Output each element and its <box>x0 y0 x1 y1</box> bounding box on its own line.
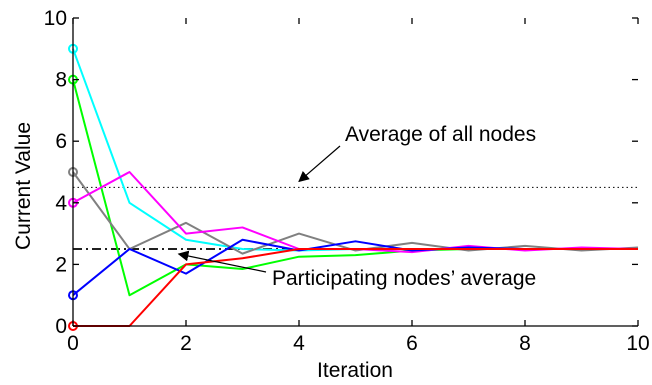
x-axis-label: Iteration <box>317 359 393 382</box>
y-tick-label: 0 <box>55 315 67 338</box>
annotation-average-all-nodes: Average of all nodes <box>345 123 536 146</box>
y-tick-label: 4 <box>55 192 67 215</box>
series-line-1 <box>72 79 638 297</box>
series-line-5 <box>73 248 638 327</box>
y-tick-label: 10 <box>44 7 67 30</box>
y-tick-label: 2 <box>55 253 67 276</box>
reference-lines <box>73 186 638 250</box>
x-tick-label: 10 <box>626 332 649 355</box>
y-tick-label: 6 <box>55 130 67 153</box>
y-axis-label: Current Value <box>12 122 35 250</box>
x-tick-label: 4 <box>293 332 305 355</box>
series-lines <box>68 43 639 331</box>
annotation-arrow-average-all-nodes <box>298 145 341 183</box>
x-tick-label: 2 <box>180 332 192 355</box>
ticks: 0 2 4 6 8 10 0 2 4 6 8 10 <box>44 7 650 355</box>
x-tick-label: 6 <box>406 332 418 355</box>
x-tick-label: 8 <box>519 332 531 355</box>
annotation-arrow-participating-average <box>177 250 267 273</box>
annotation-participating-average: Participating nodes’ average <box>272 267 536 290</box>
series-line-3 <box>72 171 639 254</box>
series-line-2 <box>72 171 639 255</box>
y-tick-label: 8 <box>55 69 67 92</box>
axes <box>72 18 638 327</box>
x-tick-label: 0 <box>67 332 79 355</box>
annotations: Average of all nodes Participating nodes… <box>177 123 536 290</box>
series-line-0 <box>72 48 638 252</box>
